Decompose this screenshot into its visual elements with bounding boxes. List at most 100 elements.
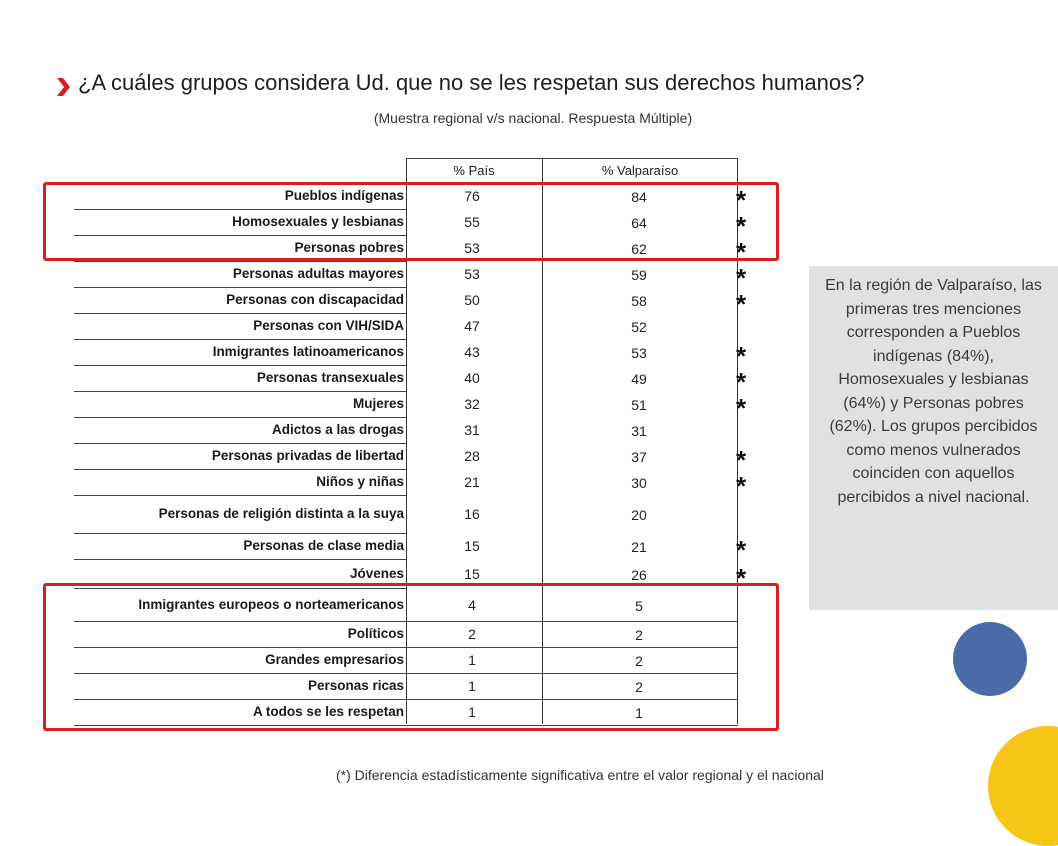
value-pais: 43 — [464, 344, 480, 360]
row-category-label: Niños y niñas — [316, 474, 404, 489]
table-row: Homosexuales y lesbianas 55 64 * — [0, 210, 790, 241]
value-valparaiso: 21 — [631, 539, 647, 555]
value-valparaiso: 49 — [631, 371, 647, 387]
table-row: Personas ricas 1 2 — [0, 674, 790, 700]
row-divider — [74, 365, 406, 366]
table-row: Mujeres 32 51 * — [0, 392, 790, 423]
value-pais: 50 — [464, 292, 480, 308]
significance-asterisk: * — [736, 535, 747, 565]
value-pais: 1 — [468, 678, 476, 694]
significance-asterisk: * — [736, 211, 747, 241]
table-row: Políticos 2 2 — [0, 622, 790, 648]
significance-asterisk: * — [736, 289, 747, 319]
table-hline-top — [406, 158, 738, 159]
table-row: Personas con VIH/SIDA 47 52 — [0, 314, 790, 340]
value-valparaiso: 62 — [631, 241, 647, 257]
table-row: Personas con discapacidad 50 58 * — [0, 288, 790, 319]
row-category-label: Personas ricas — [307, 678, 404, 693]
row-category-label: Personas transexuales — [256, 370, 404, 385]
decorative-blue-circle — [953, 622, 1027, 696]
value-pais: 32 — [464, 396, 480, 412]
value-valparaiso: 31 — [631, 423, 647, 439]
row-category-label: Personas de clase media — [243, 538, 404, 553]
row-divider — [74, 533, 406, 534]
table-row: Grandes empresarios 1 2 — [0, 648, 790, 674]
value-valparaiso: 37 — [631, 449, 647, 465]
value-pais: 1 — [468, 704, 476, 720]
table-vline-right — [737, 158, 738, 724]
value-pais: 16 — [464, 506, 480, 522]
row-divider — [74, 588, 406, 589]
row-divider — [74, 699, 738, 700]
table-row: Personas de clase media 15 21 * — [0, 534, 790, 565]
row-category-label: Personas adultas mayores — [232, 266, 404, 281]
significance-asterisk: * — [736, 393, 747, 423]
table-row: Adictos a las drogas 31 31 — [0, 418, 790, 444]
row-category-label: Grandes empresarios — [265, 652, 404, 667]
column-header-valparaiso: % Valparaíso — [601, 163, 679, 178]
value-pais: 76 — [464, 188, 480, 204]
table-row: Inmigrantes latinoamericanos 43 53 * — [0, 340, 790, 369]
row-divider — [74, 313, 406, 314]
row-divider — [74, 391, 406, 392]
value-valparaiso: 51 — [631, 397, 647, 413]
value-valparaiso: 52 — [631, 319, 647, 335]
table-row: Personas de religión distinta a la suya 1… — [0, 496, 790, 534]
page-subtitle: (Muestra regional v/s nacional. Respuest… — [373, 110, 693, 126]
value-valparaiso: 84 — [631, 189, 647, 205]
value-pais: 4 — [468, 596, 476, 613]
row-category-label: Inmigrantes europeos o norteamericanos — [138, 596, 404, 612]
row-category-label: Personas con VIH/SIDA — [253, 318, 404, 333]
row-divider — [74, 469, 406, 470]
value-valparaiso: 58 — [631, 293, 647, 309]
value-pais: 47 — [464, 318, 480, 334]
table-row: Niños y niñas 21 30 * — [0, 470, 790, 501]
row-divider — [74, 621, 738, 622]
value-pais: 21 — [464, 474, 480, 490]
page-title: ¿A cuáles grupos considera Ud. que no se… — [78, 70, 865, 95]
value-pais: 15 — [464, 538, 480, 554]
value-valparaiso: 20 — [631, 507, 647, 523]
value-pais: 15 — [464, 565, 480, 582]
value-valparaiso: 2 — [635, 679, 643, 695]
value-valparaiso: 59 — [631, 267, 647, 283]
row-category-label: Políticos — [347, 626, 404, 641]
value-pais: 53 — [464, 240, 480, 256]
row-category-label: Personas pobres — [294, 240, 404, 255]
value-pais: 2 — [468, 626, 476, 642]
row-category-label: Pueblos indígenas — [284, 188, 404, 203]
table-row: Personas adultas mayores 53 59 * — [0, 262, 790, 291]
value-pais: 1 — [468, 652, 476, 668]
significance-asterisk: * — [736, 471, 747, 501]
value-valparaiso: 53 — [631, 345, 647, 361]
row-divider — [74, 339, 406, 340]
row-divider — [74, 209, 406, 210]
value-valparaiso: 1 — [635, 705, 643, 721]
table-row: Pueblos indígenas 76 84 * — [0, 184, 790, 215]
table-vline-mid — [542, 158, 543, 724]
significance-asterisk: * — [736, 237, 747, 267]
row-category-label: Jóvenes — [349, 565, 404, 581]
significance-asterisk: * — [736, 367, 747, 397]
row-category-label: Personas privadas de libertad — [211, 448, 404, 463]
significance-asterisk: * — [736, 445, 747, 475]
row-divider — [74, 261, 406, 262]
significance-asterisk: * — [736, 185, 747, 215]
row-category-label: Mujeres — [352, 396, 404, 411]
row-category-label: Personas de religión distinta a la suya — [158, 506, 404, 521]
summary-note: En la región de Valparaíso, las primeras… — [809, 266, 1058, 610]
value-valparaiso: 64 — [631, 215, 647, 231]
table-row: Jóvenes 15 26 * — [0, 560, 790, 591]
row-divider — [74, 495, 406, 496]
row-category-label: Personas con discapacidad — [226, 292, 404, 307]
value-pais: 31 — [464, 422, 480, 438]
row-divider — [74, 443, 406, 444]
value-valparaiso: 2 — [635, 653, 643, 669]
column-header-pais: % País — [453, 163, 495, 178]
value-valparaiso: 2 — [635, 627, 643, 643]
table-row: Inmigrantes europeos o norteamericanos 4 5 — [0, 589, 790, 622]
row-category-label: Adictos a las drogas — [271, 422, 404, 437]
highlight-box-bottom — [43, 583, 779, 731]
table-vline-left — [406, 158, 407, 724]
value-pais: 28 — [464, 448, 480, 464]
